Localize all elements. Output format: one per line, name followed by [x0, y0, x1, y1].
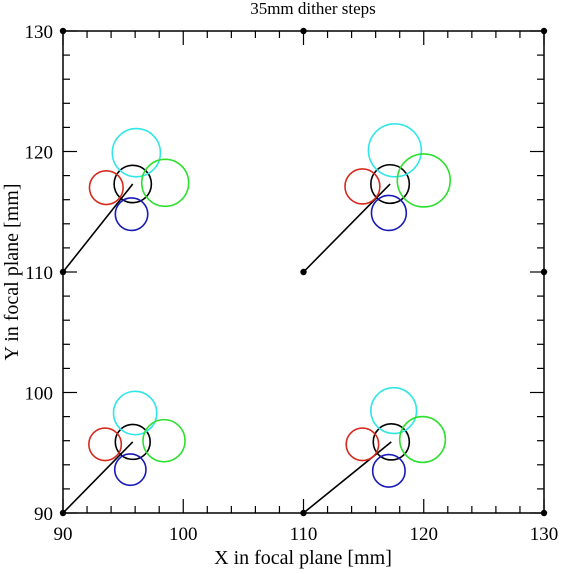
x-tick-label: 130	[530, 524, 559, 545]
dither-group	[302, 122, 452, 273]
dither-circle-blue	[371, 453, 406, 488]
dither-circle-black	[113, 164, 153, 204]
dither-circle-red	[88, 427, 123, 462]
dither-circle-black	[114, 423, 151, 461]
y-tick-label: 100	[25, 384, 54, 405]
dither-group	[62, 127, 190, 273]
y-tick-label: 120	[25, 143, 54, 164]
y-axis-label: Y in focal plane [mm]	[1, 184, 23, 361]
dither-circle-red	[345, 427, 380, 462]
dither-circle-cyan	[112, 390, 158, 436]
dither-circle-red	[344, 168, 381, 205]
dither-circle-cyan	[370, 386, 418, 435]
dither-circle-blue	[113, 453, 147, 487]
x-tick-label: 120	[410, 524, 439, 545]
dither-circle-black	[372, 423, 411, 461]
dither-circle-green	[142, 418, 186, 463]
dither-circle-cyan	[367, 122, 423, 178]
x-tick-label: 110	[290, 524, 318, 545]
dither-vector	[62, 441, 134, 514]
dither-circle-cyan	[111, 127, 162, 178]
dither-group	[62, 390, 186, 514]
y-tick-label: 90	[34, 504, 53, 525]
plot-marks	[59, 27, 548, 517]
plot-frame	[62, 30, 545, 514]
dither-circle-red	[88, 169, 124, 206]
dither-group	[302, 386, 447, 514]
dither-circle-blue	[370, 194, 408, 232]
y-tick-label: 110	[25, 263, 53, 284]
dither-circle-green	[396, 153, 452, 208]
x-tick-label: 90	[54, 524, 73, 545]
grid-point	[300, 268, 307, 276]
dither-circle-green	[398, 415, 447, 464]
dither-circle-blue	[114, 197, 149, 232]
tick-labels: 90 100 110 120 130 90 100 110 120 130	[25, 22, 559, 545]
chart-title: 35mm dither steps	[250, 0, 376, 18]
x-axis-label: X in focal plane [mm]	[214, 547, 392, 569]
x-tick-label: 100	[169, 524, 198, 545]
dither-circle-black	[370, 163, 411, 205]
y-tick-label: 130	[25, 22, 54, 43]
dither-circle-green	[140, 158, 190, 208]
dither-vector	[302, 441, 392, 514]
